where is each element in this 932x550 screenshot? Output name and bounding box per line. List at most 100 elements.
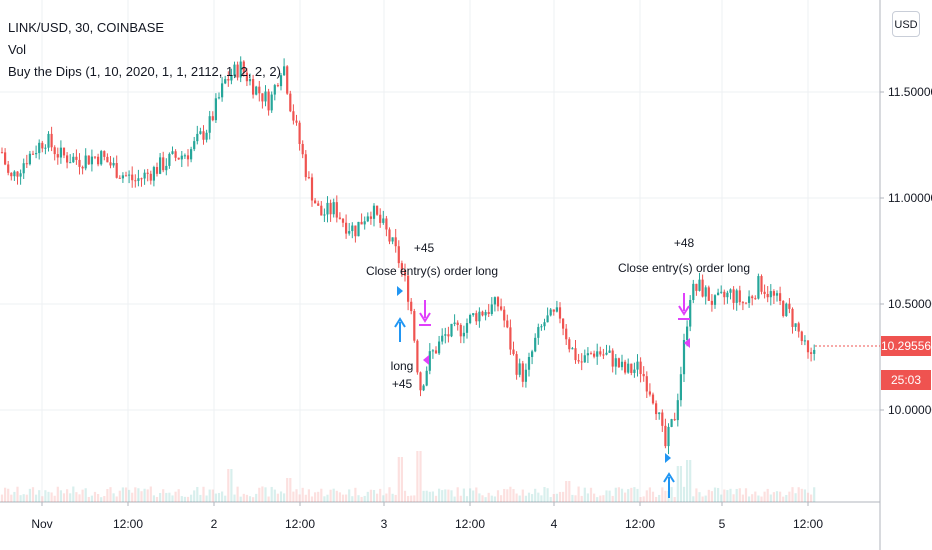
volume-bar [270,486,273,502]
volume-bar [230,469,233,502]
candle-body [571,348,574,350]
candle-body [109,162,112,166]
volume-bar [611,495,614,502]
volume-bar [580,495,583,502]
volume-bar [748,496,751,502]
candle-body [239,61,242,78]
candle-body [155,167,159,174]
candle-body [307,177,310,179]
volume-bar [394,494,397,502]
volume-bar [732,494,735,502]
candle-body [121,175,124,179]
candle-body [732,289,735,303]
volume-bar [56,486,59,502]
candle-body [419,372,422,391]
volume-bar [515,493,518,502]
volume-bar [661,487,664,502]
candle-body [140,178,143,180]
x-tick-label: 12:00 [285,517,315,531]
candle-body [4,152,7,165]
volume-bar [115,496,118,502]
candle-body [692,283,695,301]
candle-body [93,156,97,158]
candle-body [580,361,583,363]
volume-bar [599,495,602,502]
candle-body [608,350,611,353]
volume-bar [664,490,667,502]
candle-body [376,205,379,215]
bar-countdown-tag: 25:03 [881,370,931,390]
exit-arrow-icon [419,300,431,323]
volume-bar [7,488,10,502]
candle-body [624,361,627,373]
volume-bar [782,496,785,502]
candle-body [503,309,506,321]
candle-body [434,350,438,354]
volume-bar [459,495,462,502]
candle-body [496,297,500,307]
candle-body [797,323,800,332]
candle-body [248,79,252,82]
volume-bar [608,490,611,502]
volume-bar [686,460,689,502]
candle-body [338,217,341,219]
candle-body [617,358,620,368]
volume-bar [434,495,438,502]
volume-bar [493,496,496,502]
candle-body [165,165,168,171]
volume-bar [239,496,242,502]
volume-bar [704,495,707,502]
candle-body [202,131,205,140]
volume-bar [416,451,419,502]
candle-body [744,302,748,304]
candle-body [149,173,152,181]
volume-bar [273,489,276,502]
volume-bar [450,490,453,502]
volume-bar [233,494,236,502]
volume-bar [627,489,630,502]
volume-bar [614,487,617,502]
volume-bar [227,469,230,502]
candle-body [400,263,403,270]
volume-bar [713,487,717,502]
candle-body [664,425,667,447]
candle-body [264,91,267,102]
volume-bar [422,490,425,502]
volume-bar [217,492,221,502]
volume-bar [775,491,779,502]
volume-bar [146,489,149,502]
volume-bar [794,493,797,502]
currency-button[interactable]: USD [892,11,920,37]
candle-body [490,304,493,314]
candle-body [713,295,717,305]
volume-bar [698,492,701,502]
candle-body [469,315,472,324]
volume-bar [131,492,134,502]
candle-body [512,349,515,355]
volume-bar [624,492,627,502]
candle-body [794,323,797,327]
volume-bar [221,491,224,502]
volume-bar [707,489,710,502]
trade-exit-profit: +48 [674,236,695,250]
volume-bar [357,495,360,502]
volume-legend[interactable]: Vol [8,42,27,57]
candle-body [506,320,509,328]
candle-body [403,269,407,276]
strategy-legend[interactable]: Buy the Dips (1, 10, 2020, 1, 1, 2112, 1… [8,64,281,79]
candle-body [465,323,469,333]
candle-body [484,312,487,316]
volume-bar [484,497,487,502]
volume-bar [109,487,112,502]
volume-bar [695,488,698,502]
candle-body [391,237,394,242]
volume-bar [797,487,800,502]
volume-bar [25,494,28,502]
volume-bar [69,493,72,502]
volume-bar [208,489,211,502]
candle-body [639,361,642,375]
candle-body [810,352,813,354]
candle-body [124,175,128,177]
candle-body [707,287,710,301]
